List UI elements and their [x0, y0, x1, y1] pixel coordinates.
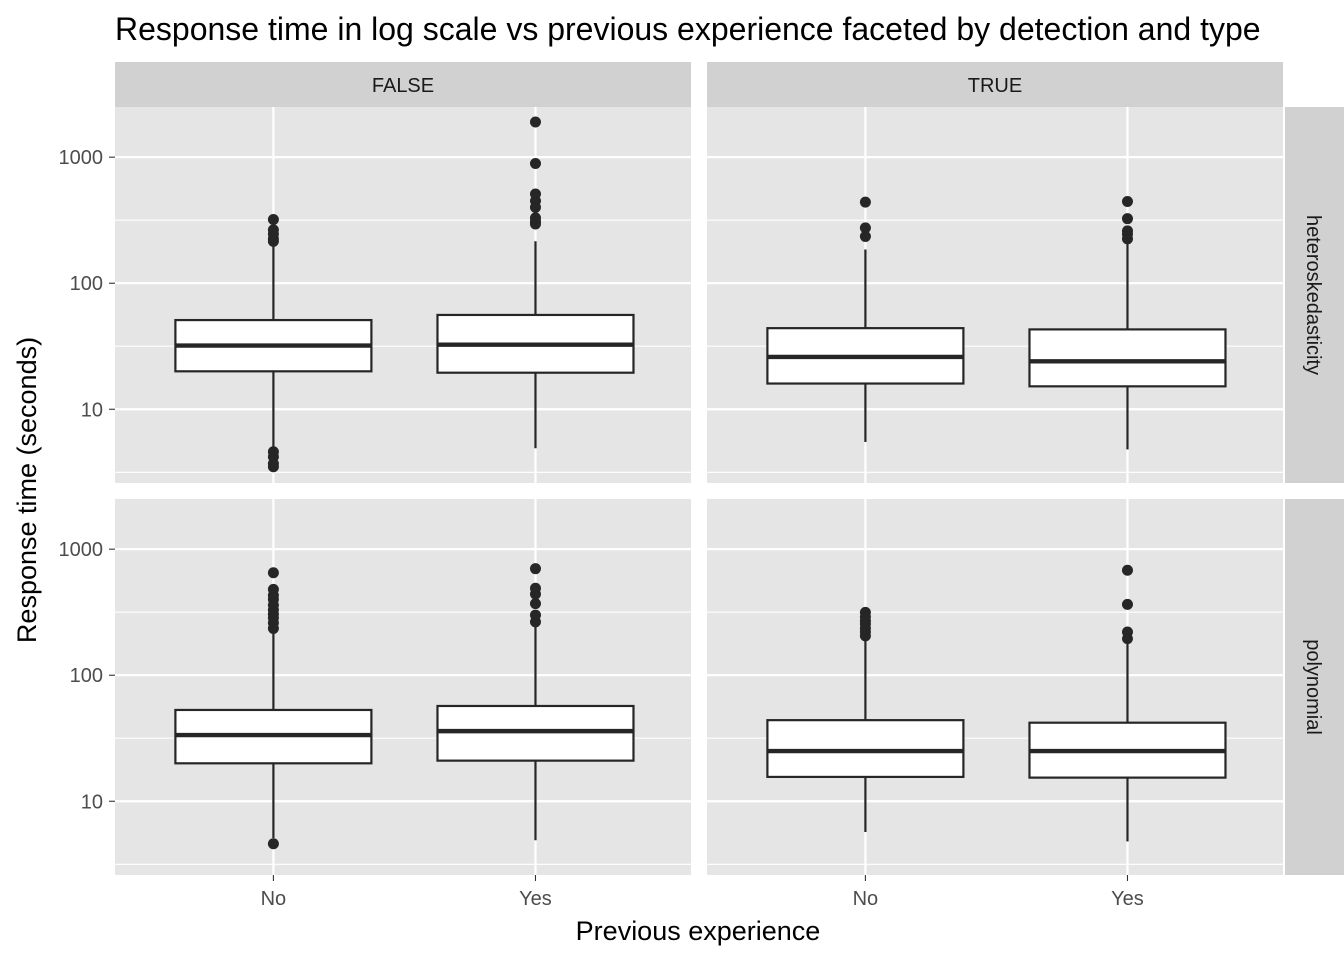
box-iqr	[1028, 328, 1227, 388]
outlier-point	[1121, 213, 1133, 225]
y-tick-label: 100	[70, 665, 103, 687]
panel-background	[707, 499, 1283, 875]
facet-panels: FALSE TRUE heteroskedasticity polynomial 10 1…	[59, 62, 1344, 910]
outlier-point	[267, 224, 279, 236]
box-iqr	[766, 719, 965, 779]
panel-false-heteroskedasticity	[115, 107, 691, 483]
outlier-point	[859, 230, 871, 242]
outlier-point	[529, 609, 541, 621]
outlier-point	[267, 446, 279, 458]
outlier-point	[1121, 598, 1133, 610]
outlier-point	[529, 116, 541, 128]
chart-title: Response time in log scale vs previous e…	[115, 11, 1261, 47]
outlier-point	[267, 583, 279, 595]
outlier-point	[1121, 626, 1133, 638]
y-tick-label: 10	[81, 791, 103, 813]
facet-strip-label: FALSE	[372, 75, 434, 97]
boxplot-no	[766, 606, 965, 833]
outlier-point	[529, 598, 541, 610]
boxplot-yes	[1028, 564, 1227, 842]
boxplot-no	[174, 567, 373, 850]
outlier-point	[859, 222, 871, 234]
panel-true-heteroskedasticity	[707, 107, 1283, 483]
x-tick-label: No	[853, 888, 879, 910]
outlier-point	[267, 838, 279, 850]
panel-background	[115, 107, 691, 483]
facet-strip-label: polynomial	[1302, 639, 1324, 735]
y-axis-title: Response time (seconds)	[12, 337, 42, 643]
boxplot-yes	[436, 116, 635, 449]
facet-strip-heteroskedasticity: heteroskedasticity	[1285, 107, 1344, 483]
outlier-point	[529, 188, 541, 200]
facet-strip-bg	[1285, 107, 1344, 483]
facet-strip-false: FALSE	[115, 62, 691, 107]
boxplot-yes	[436, 563, 635, 841]
outlier-point	[529, 158, 541, 170]
outlier-point	[529, 563, 541, 575]
panel-background	[707, 107, 1283, 483]
facet-strip-bg	[115, 62, 691, 107]
y-tick-label: 100	[70, 273, 103, 295]
x-axis-title: Previous experience	[576, 916, 821, 946]
outlier-point	[1121, 564, 1133, 576]
facet-strip-label: TRUE	[968, 75, 1022, 97]
facet-strip-label: heteroskedasticity	[1302, 215, 1324, 375]
y-tick-label: 10	[81, 399, 103, 421]
outlier-point	[1121, 195, 1133, 207]
y-tick-label: 1000	[59, 539, 104, 561]
boxplot-yes	[1028, 195, 1227, 450]
outlier-point	[859, 606, 871, 618]
outlier-point	[267, 567, 279, 579]
facet-strip-polynomial: polynomial	[1285, 499, 1344, 875]
panel-background	[115, 499, 691, 875]
outlier-point	[1121, 225, 1133, 237]
panel-true-polynomial	[707, 499, 1283, 875]
x-tick-label: Yes	[519, 888, 552, 910]
x-tick-label: Yes	[1111, 888, 1144, 910]
facet-strip-true: TRUE	[707, 62, 1283, 107]
x-tick-label: No	[261, 888, 287, 910]
facet-strip-bg	[1285, 499, 1344, 875]
boxplot-no	[174, 214, 373, 473]
outlier-point	[529, 212, 541, 224]
facet-strip-bg	[707, 62, 1283, 107]
panel-false-polynomial	[115, 499, 691, 875]
y-tick-label: 1000	[59, 147, 104, 169]
outlier-point	[859, 196, 871, 208]
outlier-point	[529, 582, 541, 594]
outlier-point	[267, 214, 279, 226]
boxplot-no	[766, 196, 965, 442]
